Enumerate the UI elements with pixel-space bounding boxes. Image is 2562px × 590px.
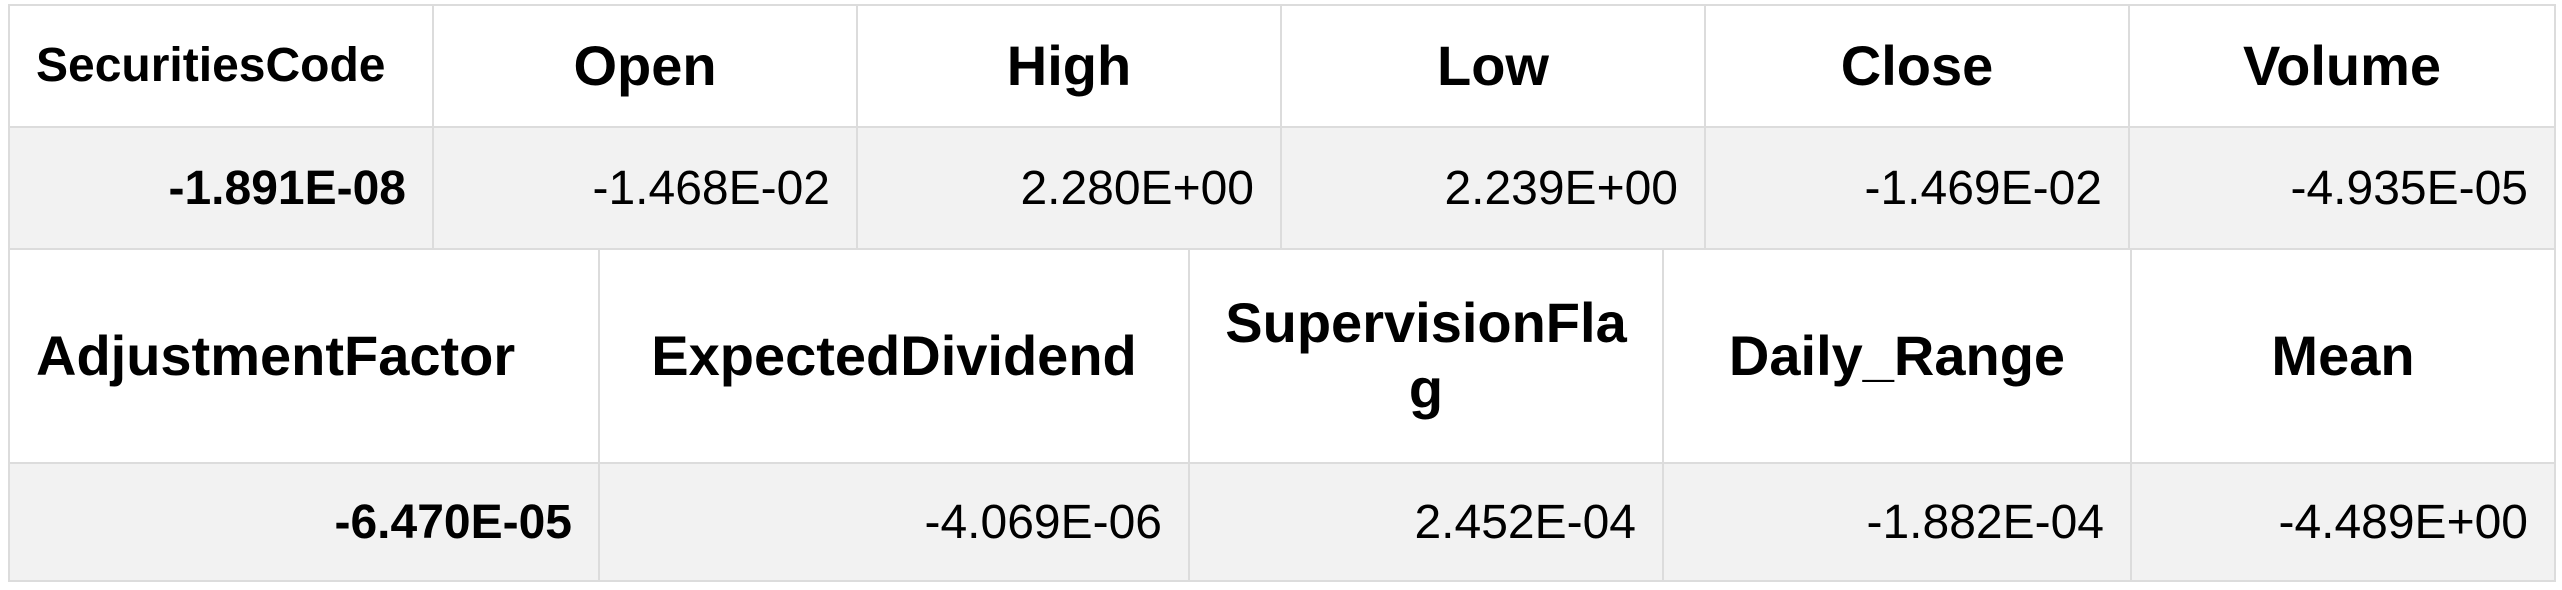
header-open: Open <box>432 4 858 128</box>
coefficients-table-top: SecuritiesCode Open High Low Close Volum… <box>8 4 2556 250</box>
value-daily-range: -1.882E-04 <box>1662 462 2132 582</box>
header-mean: Mean <box>2130 248 2556 464</box>
header-securities-code: SecuritiesCode <box>8 4 434 128</box>
value-adjustment-factor: -6.470E-05 <box>8 462 600 582</box>
value-close: -1.469E-02 <box>1704 126 2130 250</box>
value-securities-code: -1.891E-08 <box>8 126 434 250</box>
value-volume: -4.935E-05 <box>2128 126 2556 250</box>
value-low: 2.239E+00 <box>1280 126 1706 250</box>
header-row: SecuritiesCode Open High Low Close Volum… <box>8 4 2556 128</box>
header-adjustment-factor: AdjustmentFactor <box>8 248 600 464</box>
header-supervision-flag: SupervisionFlag <box>1188 248 1664 464</box>
header-high: High <box>856 4 1282 128</box>
coefficients-table-bottom: AdjustmentFactor ExpectedDividend Superv… <box>8 248 2556 582</box>
value-row: -1.891E-08 -1.468E-02 2.280E+00 2.239E+0… <box>8 126 2556 250</box>
value-mean: -4.489E+00 <box>2130 462 2556 582</box>
header-expected-dividend: ExpectedDividend <box>598 248 1190 464</box>
value-supervision-flag: 2.452E-04 <box>1188 462 1664 582</box>
value-high: 2.280E+00 <box>856 126 1282 250</box>
header-low: Low <box>1280 4 1706 128</box>
value-row: -6.470E-05 -4.069E-06 2.452E-04 -1.882E-… <box>8 462 2556 582</box>
header-volume: Volume <box>2128 4 2556 128</box>
value-open: -1.468E-02 <box>432 126 858 250</box>
header-close: Close <box>1704 4 2130 128</box>
header-daily-range: Daily_Range <box>1662 248 2132 464</box>
header-row: AdjustmentFactor ExpectedDividend Superv… <box>8 248 2556 464</box>
value-expected-dividend: -4.069E-06 <box>598 462 1190 582</box>
